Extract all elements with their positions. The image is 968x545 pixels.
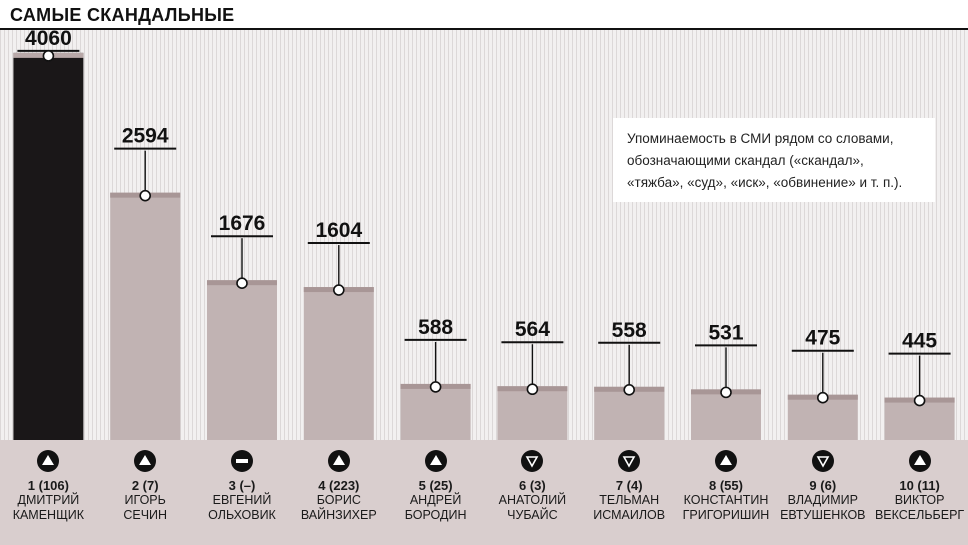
chart-area: 4060 2594 1676 1604 588 564 558 531 475 445 Упоми… [0,30,968,440]
person-last-name: ЧУБАЙС [507,508,558,522]
value-dot [913,394,926,407]
person-entry: 3 (–) ЕВГЕНИЙ ОЛЬХОВИК [194,450,290,523]
value-label: 531 [708,321,743,344]
triangle-up-icon [908,450,931,472]
person-last-name: ОЛЬХОВИК [208,508,276,522]
person-entry: 1 (106) ДМИТРИЙ КАМЕНЩИК [0,450,96,523]
person-last-name: КАМЕНЩИК [12,508,85,522]
value-label: 445 [902,330,937,353]
person-entry: 5 (25) АНДРЕЙ БОРОДИН [388,450,484,523]
person-first-name: КОНСТАНТИН [683,493,769,507]
person-first-name: АНАТОЛИЙ [498,493,567,507]
person-rank: 1 (106) [27,478,69,493]
person-entry: 10 (11) ВИКТОР ВЕКСЕЛЬБЕРГ [872,450,968,523]
value-label: 4060 [25,30,72,50]
value-dot [623,383,636,396]
person-rank: 2 (7) [131,478,159,493]
value-label: 2594 [122,125,169,148]
triangle-down-icon [618,450,641,472]
value-label: 475 [805,327,840,350]
dash-icon [231,450,253,472]
person-rank: 3 (–) [228,478,256,493]
value-dot [429,381,442,393]
people-footer: 1 (106) ДМИТРИЙ КАМЕНЩИК 2 (7) ИГОРЬ СЕЧИН 3 (… [0,440,968,545]
person-last-name: ГРИГОРИШИН [682,508,770,522]
person-rank: 5 (25) [418,478,453,493]
person-rank: 9 (6) [809,478,837,493]
value-dot [42,50,55,62]
person-last-name: СЕЧИН [123,508,168,522]
person-first-name: АНДРЕЙ [409,493,462,507]
bar-chart: 4060 2594 1676 1604 588 564 558 531 475 445 [13,30,955,440]
value-label: 1676 [219,212,266,235]
chart-note: Упоминаемость в СМИ рядом со словами, об… [613,118,935,202]
person-entry: 6 (3) АНАТОЛИЙ ЧУБАЙС [484,450,580,523]
value-dot [526,383,539,396]
bar [400,383,471,440]
person-entry: 2 (7) ИГОРЬ СЕЧИН [97,450,193,523]
person-last-name: ВАЙНЗИХЕР [300,508,377,522]
triangle-down-icon [521,450,544,472]
bar [13,52,84,440]
person-first-name: ВИКТОР [894,493,945,507]
value-label: 558 [612,319,647,342]
bar [497,386,568,440]
value-dot [332,284,345,296]
bar [207,280,277,440]
triangle-down-icon [811,450,834,472]
person-entry: 4 (223) БОРИС ВАЙНЗИХЕР [291,450,387,523]
title-rule [0,28,968,30]
triangle-up-icon [327,450,350,472]
person-first-name: ДМИТРИЙ [17,493,80,507]
value-dot [236,277,248,289]
value-label: 588 [418,316,453,339]
triangle-up-icon [134,450,157,472]
person-last-name: ИСМАИЛОВ [593,508,666,522]
person-entry: 7 (4) ТЕЛЬМАН ИСМАИЛОВ [581,450,677,523]
person-entry: 9 (6) ВЛАДИМИР ЕВТУШЕНКОВ [775,450,871,523]
person-rank: 4 (223) [318,478,360,493]
value-dot [139,189,151,202]
bar [594,386,665,440]
person-last-name: ВЕКСЕЛЬБЕРГ [874,508,965,522]
person-first-name: ИГОРЬ [124,493,166,507]
person-last-name: БОРОДИН [404,508,467,522]
triangle-up-icon [37,450,60,472]
bar [110,192,181,440]
person-entry: 8 (55) КОНСТАНТИН ГРИГОРИШИН [678,450,774,523]
person-first-name: ВЛАДИМИР [787,493,858,507]
value-label: 564 [515,318,550,341]
person-first-name: БОРИС [316,493,361,507]
person-rank: 7 (4) [615,478,643,493]
triangle-up-icon [424,450,447,472]
person-rank: 6 (3) [519,478,546,493]
value-dot [720,386,732,399]
person-rank: 10 (11) [899,478,940,493]
person-last-name: ЕВТУШЕНКОВ [780,508,866,522]
triangle-up-icon [715,450,737,472]
person-first-name: ЕВГЕНИЙ [212,493,272,507]
value-dot [816,391,829,404]
person-rank: 8 (55) [709,478,743,493]
chart-title: САМЫЕ СКАНДАЛЬНЫЕ [10,5,235,25]
bar [303,287,374,440]
value-label: 1604 [315,219,362,242]
person-first-name: ТЕЛЬМАН [599,493,660,507]
